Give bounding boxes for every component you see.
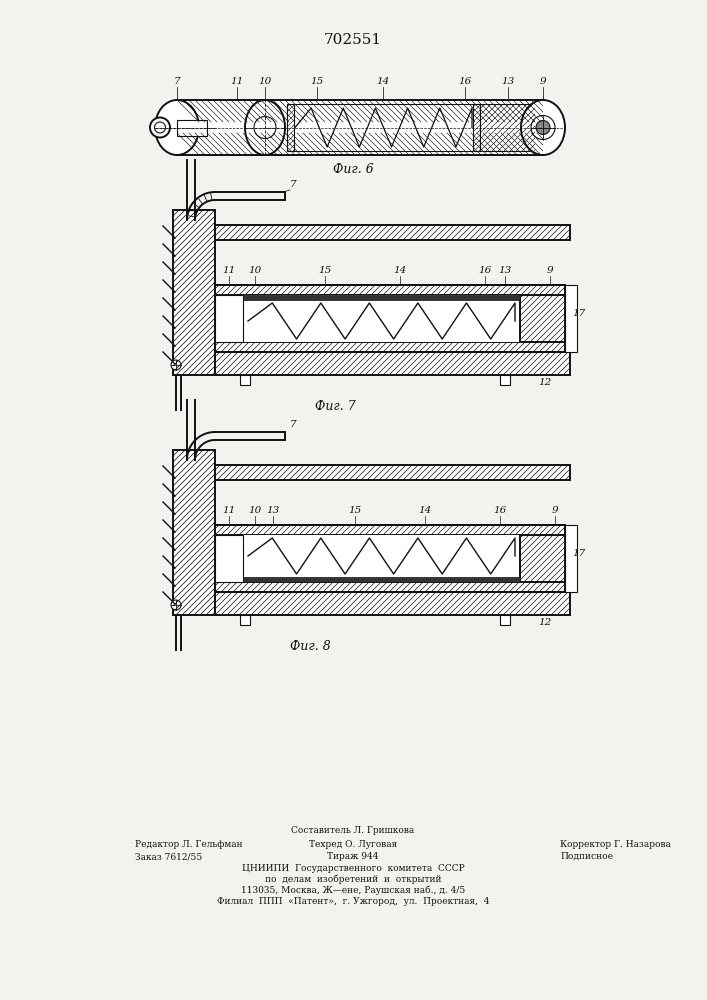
Text: 702551: 702551 bbox=[324, 33, 382, 47]
Text: 16: 16 bbox=[479, 266, 491, 275]
Ellipse shape bbox=[150, 117, 170, 137]
Text: Фиг. 8: Фиг. 8 bbox=[290, 640, 330, 653]
Text: Составитель Л. Гришкова: Составитель Л. Гришкова bbox=[291, 826, 414, 835]
Text: Филиал  ППП  «Патент»,  г. Ужгород,  ул.  Проектная,  4: Филиал ППП «Патент», г. Ужгород, ул. Про… bbox=[217, 897, 489, 906]
Text: 15: 15 bbox=[349, 506, 361, 515]
Text: 17: 17 bbox=[573, 550, 585, 558]
Text: 17: 17 bbox=[573, 310, 585, 318]
Text: Фиг. 6: Фиг. 6 bbox=[332, 163, 373, 176]
Bar bbox=[215, 535, 565, 582]
Text: 16: 16 bbox=[458, 77, 472, 86]
Bar bbox=[173, 210, 215, 375]
Bar bbox=[215, 225, 570, 240]
Ellipse shape bbox=[254, 116, 276, 138]
Text: 15: 15 bbox=[318, 266, 332, 275]
Text: 7: 7 bbox=[290, 180, 297, 189]
Text: 13: 13 bbox=[501, 77, 515, 86]
Text: Тираж 944: Тираж 944 bbox=[327, 852, 379, 861]
Bar bbox=[243, 295, 520, 300]
Text: 10: 10 bbox=[258, 77, 271, 86]
Bar bbox=[173, 450, 215, 615]
Bar bbox=[215, 295, 565, 342]
Text: 14: 14 bbox=[376, 77, 390, 86]
Ellipse shape bbox=[155, 122, 165, 133]
Text: 13: 13 bbox=[498, 266, 512, 275]
Bar bbox=[215, 295, 243, 342]
Text: Редактор Л. Гельфман: Редактор Л. Гельфман bbox=[135, 840, 243, 849]
Text: 10: 10 bbox=[248, 506, 262, 515]
Bar bbox=[520, 535, 565, 582]
Ellipse shape bbox=[155, 100, 199, 155]
Text: 7: 7 bbox=[290, 420, 297, 429]
Bar bbox=[215, 582, 565, 592]
Bar bbox=[520, 295, 565, 342]
Text: ЦНИИПИ  Государственного  комитета  СССР: ЦНИИПИ Государственного комитета СССР bbox=[242, 864, 464, 873]
Text: 14: 14 bbox=[393, 266, 407, 275]
Text: 12: 12 bbox=[538, 618, 551, 627]
Text: 15: 15 bbox=[310, 77, 324, 86]
Bar bbox=[500, 615, 510, 625]
Bar bbox=[287, 104, 480, 151]
Bar bbox=[215, 535, 243, 582]
Bar bbox=[215, 342, 565, 352]
Circle shape bbox=[171, 600, 181, 610]
Text: 11: 11 bbox=[223, 506, 235, 515]
Text: 9: 9 bbox=[539, 77, 547, 86]
Bar bbox=[565, 285, 577, 352]
Ellipse shape bbox=[245, 100, 285, 155]
Bar bbox=[287, 104, 294, 151]
Circle shape bbox=[171, 360, 181, 370]
Text: Техред О. Луговая: Техред О. Луговая bbox=[309, 840, 397, 849]
Bar bbox=[480, 104, 535, 151]
Bar bbox=[240, 375, 250, 385]
Bar bbox=[215, 525, 565, 535]
Bar bbox=[473, 104, 480, 151]
Bar bbox=[215, 285, 565, 295]
Text: по  делам  изобретений  и  открытий: по делам изобретений и открытий bbox=[264, 874, 441, 884]
Text: 16: 16 bbox=[493, 506, 507, 515]
Text: 9: 9 bbox=[551, 506, 559, 515]
Bar bbox=[177, 100, 543, 155]
Bar bbox=[177, 119, 207, 135]
Bar bbox=[500, 375, 510, 385]
Bar bbox=[215, 465, 570, 480]
Ellipse shape bbox=[536, 120, 550, 134]
Ellipse shape bbox=[521, 100, 565, 155]
Text: 12: 12 bbox=[538, 378, 551, 387]
Bar bbox=[215, 592, 570, 615]
Text: 9: 9 bbox=[547, 266, 554, 275]
Text: 113035, Москва, Ж—ене, Раушская наб., д. 4/5: 113035, Москва, Ж—ене, Раушская наб., д.… bbox=[241, 886, 465, 895]
Text: 7: 7 bbox=[174, 77, 180, 86]
Ellipse shape bbox=[531, 115, 555, 139]
Text: Фиг. 7: Фиг. 7 bbox=[315, 400, 356, 413]
Text: Подписное: Подписное bbox=[560, 852, 613, 861]
Bar bbox=[565, 525, 577, 592]
Bar bbox=[240, 615, 250, 625]
Text: 14: 14 bbox=[419, 506, 432, 515]
Text: Заказ 7612/55: Заказ 7612/55 bbox=[135, 852, 202, 861]
Text: 10: 10 bbox=[248, 266, 262, 275]
Text: 13: 13 bbox=[267, 506, 280, 515]
Bar bbox=[243, 577, 520, 582]
Text: Корректор Г. Назарова: Корректор Г. Назарова bbox=[560, 840, 671, 849]
Text: 11: 11 bbox=[230, 77, 244, 86]
Text: 11: 11 bbox=[223, 266, 235, 275]
Bar bbox=[215, 352, 570, 375]
